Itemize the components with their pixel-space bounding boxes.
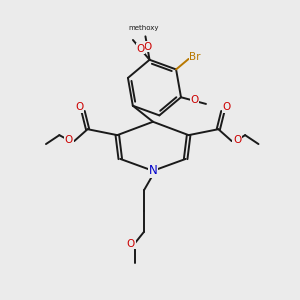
Text: O: O bbox=[223, 102, 231, 112]
Text: O: O bbox=[143, 42, 151, 52]
Text: O: O bbox=[136, 44, 145, 54]
Text: O: O bbox=[127, 238, 135, 249]
Text: O: O bbox=[191, 95, 199, 105]
Text: methoxy: methoxy bbox=[129, 25, 159, 31]
Text: O: O bbox=[233, 136, 241, 146]
Text: Br: Br bbox=[189, 52, 201, 62]
Text: O: O bbox=[75, 102, 83, 112]
Text: O: O bbox=[65, 136, 73, 146]
Text: N: N bbox=[148, 164, 157, 177]
